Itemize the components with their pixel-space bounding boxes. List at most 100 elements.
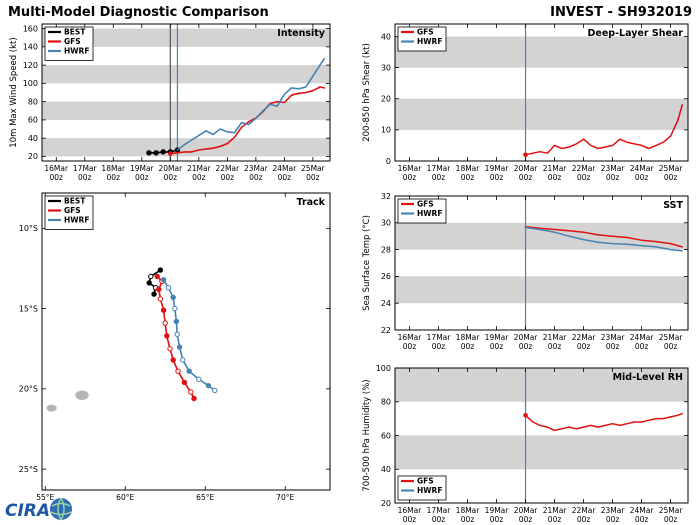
svg-text:18Mar: 18Mar xyxy=(456,164,481,173)
svg-text:00z: 00z xyxy=(606,515,620,524)
svg-text:00z: 00z xyxy=(50,173,64,182)
svg-text:HWRF: HWRF xyxy=(417,37,442,46)
svg-text:19Mar: 19Mar xyxy=(485,506,510,515)
svg-text:00z: 00z xyxy=(403,342,417,351)
svg-text:00z: 00z xyxy=(490,515,504,524)
svg-text:00z: 00z xyxy=(432,173,446,182)
svg-text:17Mar: 17Mar xyxy=(427,333,452,342)
svg-text:28: 28 xyxy=(381,245,391,254)
sst-chart: 22242628303216Mar00z17Mar00z18Mar00z19Ma… xyxy=(362,192,689,351)
svg-text:26: 26 xyxy=(381,272,391,281)
svg-text:HWRF: HWRF xyxy=(64,47,89,56)
svg-text:0: 0 xyxy=(386,157,391,166)
svg-text:22Mar: 22Mar xyxy=(215,164,240,173)
track-map: 10°S 15°S 20°S 25°S 55°E 60°E 65°E 70°E BESTGFSH… xyxy=(19,192,331,502)
svg-text:20°S: 20°S xyxy=(19,385,38,394)
svg-text:40: 40 xyxy=(381,32,391,41)
svg-text:20Mar: 20Mar xyxy=(158,164,183,173)
svg-text:Track: Track xyxy=(297,197,326,208)
svg-text:200-850 hPa Shear (kt): 200-850 hPa Shear (kt) xyxy=(362,43,372,142)
svg-text:00z: 00z xyxy=(249,173,263,182)
svg-text:23Mar: 23Mar xyxy=(601,164,626,173)
svg-text:25Mar: 25Mar xyxy=(301,164,326,173)
svg-text:00z: 00z xyxy=(635,173,649,182)
svg-text:18Mar: 18Mar xyxy=(456,506,481,515)
svg-text:60: 60 xyxy=(381,431,391,440)
svg-text:00z: 00z xyxy=(403,173,417,182)
svg-text:00z: 00z xyxy=(577,342,591,351)
svg-text:BEST: BEST xyxy=(64,28,86,37)
svg-text:80: 80 xyxy=(381,398,391,407)
svg-text:22Mar: 22Mar xyxy=(572,164,597,173)
svg-text:00z: 00z xyxy=(664,515,678,524)
svg-text:55°E: 55°E xyxy=(36,493,54,502)
svg-text:00z: 00z xyxy=(490,173,504,182)
svg-text:100: 100 xyxy=(23,79,38,88)
svg-text:17Mar: 17Mar xyxy=(427,164,452,173)
svg-text:21Mar: 21Mar xyxy=(543,333,568,342)
svg-text:00z: 00z xyxy=(548,515,562,524)
svg-text:21Mar: 21Mar xyxy=(187,164,212,173)
svg-text:40: 40 xyxy=(381,465,391,474)
svg-text:00z: 00z xyxy=(107,173,121,182)
svg-text:00z: 00z xyxy=(461,342,475,351)
svg-text:25Mar: 25Mar xyxy=(659,333,684,342)
svg-text:00z: 00z xyxy=(548,342,562,351)
svg-text:10°S: 10°S xyxy=(19,224,38,233)
svg-text:60: 60 xyxy=(28,116,38,125)
svg-text:00z: 00z xyxy=(135,173,149,182)
cira-logo: CIRA xyxy=(5,497,72,521)
svg-text:00z: 00z xyxy=(519,173,533,182)
svg-text:60°E: 60°E xyxy=(116,493,134,502)
svg-text:00z: 00z xyxy=(432,515,446,524)
svg-text:65°E: 65°E xyxy=(196,493,214,502)
svg-text:00z: 00z xyxy=(461,515,475,524)
svg-text:19Mar: 19Mar xyxy=(485,164,510,173)
svg-text:15°S: 15°S xyxy=(19,304,38,313)
svg-text:00z: 00z xyxy=(635,515,649,524)
svg-text:00z: 00z xyxy=(78,173,92,182)
svg-text:20Mar: 20Mar xyxy=(514,506,539,515)
svg-text:20: 20 xyxy=(28,152,38,161)
svg-text:21Mar: 21Mar xyxy=(543,506,568,515)
svg-text:00z: 00z xyxy=(606,342,620,351)
svg-text:00z: 00z xyxy=(278,173,292,182)
svg-text:10: 10 xyxy=(381,126,391,135)
svg-text:24Mar: 24Mar xyxy=(630,333,655,342)
svg-text:30: 30 xyxy=(381,219,391,228)
svg-text:16Mar: 16Mar xyxy=(398,506,423,515)
svg-text:SST: SST xyxy=(663,200,683,211)
svg-text:20Mar: 20Mar xyxy=(514,164,539,173)
svg-text:00z: 00z xyxy=(221,173,235,182)
svg-text:00z: 00z xyxy=(577,515,591,524)
svg-text:GFS: GFS xyxy=(417,477,434,486)
svg-text:20Mar: 20Mar xyxy=(514,333,539,342)
svg-text:22: 22 xyxy=(381,326,391,335)
svg-text:80: 80 xyxy=(28,97,38,106)
svg-text:00z: 00z xyxy=(403,515,417,524)
svg-text:00z: 00z xyxy=(519,515,533,524)
svg-text:HWRF: HWRF xyxy=(417,209,442,218)
svg-text:23Mar: 23Mar xyxy=(601,333,626,342)
svg-text:25Mar: 25Mar xyxy=(659,506,684,515)
rh-chart: 2040608010016Mar00z17Mar00z18Mar00z19Mar… xyxy=(362,364,689,524)
svg-text:00z: 00z xyxy=(606,173,620,182)
svg-text:23Mar: 23Mar xyxy=(601,506,626,515)
shear-chart: 01020304016Mar00z17Mar00z18Mar00z19Mar00… xyxy=(362,23,689,182)
svg-text:10m Max Wind Speed (kt): 10m Max Wind Speed (kt) xyxy=(9,37,19,147)
svg-text:00z: 00z xyxy=(306,173,320,182)
svg-text:Mid-Level RH: Mid-Level RH xyxy=(613,372,683,383)
svg-text:70°E: 70°E xyxy=(276,493,294,502)
svg-text:30: 30 xyxy=(381,63,391,72)
svg-text:00z: 00z xyxy=(461,173,475,182)
svg-text:24: 24 xyxy=(381,299,391,308)
svg-text:BEST: BEST xyxy=(64,197,86,206)
svg-text:18Mar: 18Mar xyxy=(101,164,126,173)
storm-id: INVEST - SH932019 xyxy=(550,5,692,20)
svg-text:00z: 00z xyxy=(635,342,649,351)
svg-text:24Mar: 24Mar xyxy=(630,164,655,173)
svg-text:00z: 00z xyxy=(490,342,504,351)
svg-text:CIRA: CIRA xyxy=(5,501,50,521)
svg-text:16Mar: 16Mar xyxy=(44,164,69,173)
